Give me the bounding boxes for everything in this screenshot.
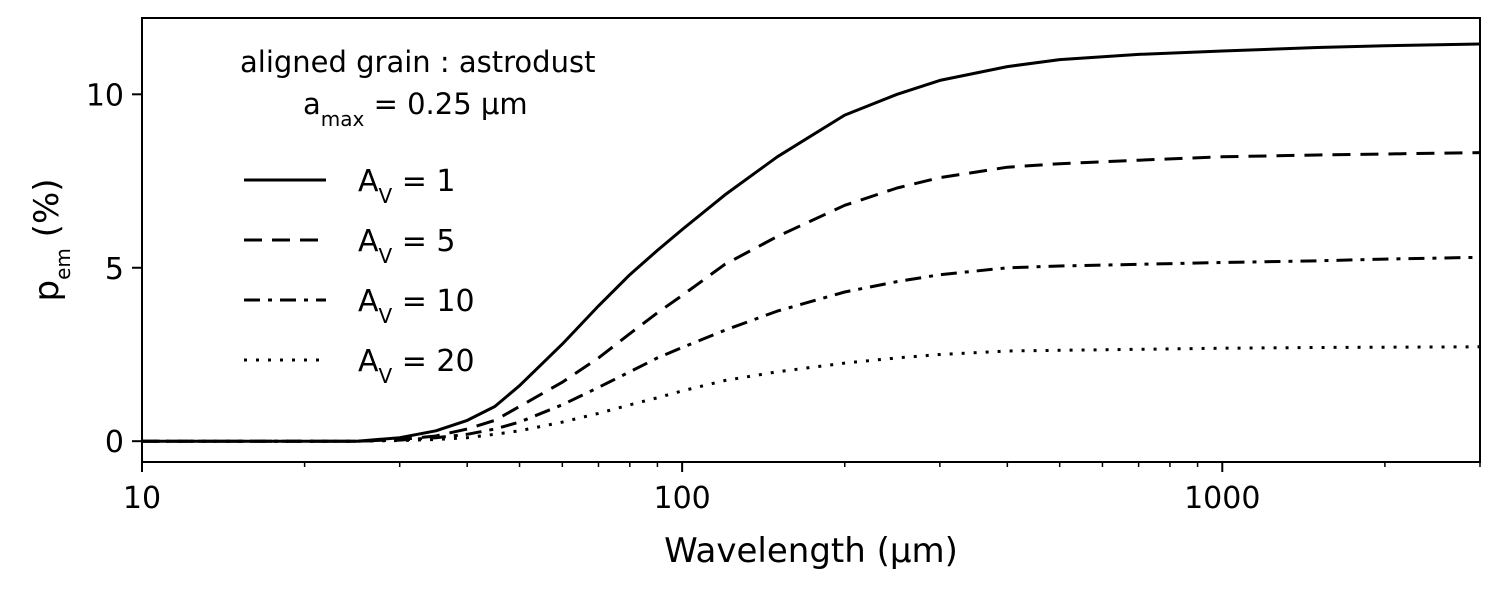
series-line-3 <box>142 255 1481 443</box>
legend-label-4: AV = 20 <box>358 344 475 388</box>
y-tick-label: 10 <box>86 78 124 113</box>
series-lines <box>142 42 1481 443</box>
y-tick-label: 0 <box>105 425 124 460</box>
series-line-1 <box>142 42 1481 443</box>
plot-frame <box>141 17 1481 463</box>
y-tick-label: 5 <box>105 252 124 287</box>
x-tick-label: 10 <box>123 481 161 516</box>
legend-label-1: AV = 1 <box>358 164 456 208</box>
x-tick-label: 1000 <box>1184 481 1260 516</box>
legend-label-3: AV = 10 <box>358 284 475 328</box>
x-tick-label: 100 <box>654 481 711 516</box>
annotation-line-1: aligned grain : astrodust <box>240 45 595 79</box>
annotation: aligned grain : astrodust amax = 0.25 μm <box>240 45 595 131</box>
legend-label-2: AV = 5 <box>358 224 456 268</box>
x-axis-label: Wavelength (μm) <box>664 531 958 571</box>
legend: AV = 1 AV = 5 AV = 10 AV = 20 <box>244 164 475 388</box>
y-axis-label: pem (%) <box>27 178 75 301</box>
axis-ticks: 10 100 1000 0 5 10 <box>86 78 1481 516</box>
annotation-line-2: amax = 0.25 μm <box>303 87 528 131</box>
